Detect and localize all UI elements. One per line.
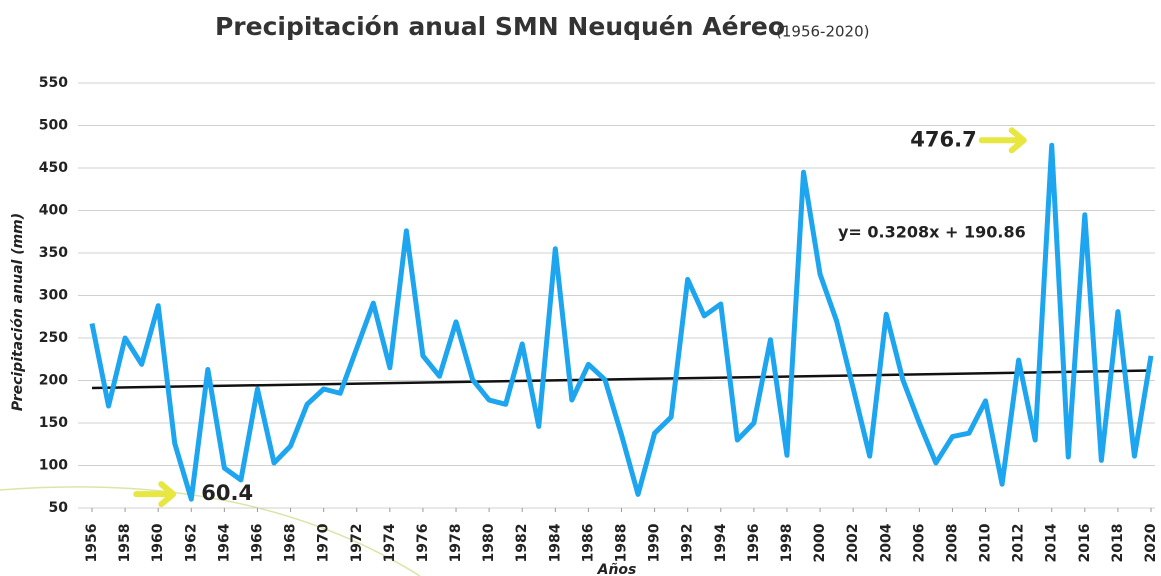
x-tick-label: 1996 <box>746 524 762 563</box>
x-tick-label: 2008 <box>944 524 960 563</box>
x-tick-label: 2000 <box>812 523 828 562</box>
y-tick-label: 50 <box>49 500 69 516</box>
x-tick-label: 1964 <box>216 523 232 562</box>
y-axis-label: Precipitación anual (mm) <box>10 213 26 411</box>
arrow <box>978 127 1027 154</box>
data-line <box>89 142 1154 502</box>
x-tick-label: 1970 <box>316 523 332 562</box>
trendline-label: y= 0.3208x + 190.86 <box>838 223 1026 242</box>
y-tick-label: 250 <box>39 330 68 346</box>
x-tick-label: 1966 <box>249 524 265 563</box>
x-tick-label: 1960 <box>150 523 166 562</box>
x-tick-label: 2004 <box>878 523 894 562</box>
y-tick-label: 200 <box>39 373 68 389</box>
x-tick-label: 2018 <box>1110 524 1126 563</box>
x-tick-label: 2016 <box>1077 524 1093 563</box>
x-tick-label: 1968 <box>283 524 299 563</box>
x-tick-label: 1992 <box>680 524 696 563</box>
arrow <box>133 481 177 508</box>
x-tick-label: 1956 <box>84 524 100 563</box>
y-tick-label: 450 <box>39 160 68 176</box>
x-tick-label: 2002 <box>845 524 861 563</box>
y-tick-label: 350 <box>39 245 68 261</box>
x-tick-label: 1984 <box>547 523 563 562</box>
chart-subtitle: (1956-2020) <box>776 23 869 41</box>
y-tick-label: 500 <box>39 118 68 134</box>
x-tick-label: 1988 <box>614 524 630 563</box>
x-tick-label: 1990 <box>647 523 663 562</box>
x-tick-label: 1998 <box>779 524 795 563</box>
annotation: 476.7 <box>910 127 976 151</box>
y-tick-label: 300 <box>39 288 68 304</box>
x-tick-label: 1982 <box>514 524 530 563</box>
chart-title: Precipitación anual SMN Neuquén Aéreo <box>215 12 785 41</box>
x-tick-label: 1976 <box>415 524 431 563</box>
y-tick-label: 400 <box>39 203 68 219</box>
x-axis-label: Años <box>597 562 637 576</box>
x-tick-label: 1972 <box>349 524 365 563</box>
y-tick-label: 550 <box>39 75 68 91</box>
x-tick-label: 1958 <box>117 524 133 563</box>
x-tick-label: 1962 <box>183 524 199 563</box>
x-tick-label: 1980 <box>481 523 497 562</box>
annotation: 60.4 <box>201 481 253 505</box>
x-tick-label: 1974 <box>382 523 398 562</box>
x-tick-label: 1978 <box>448 524 464 563</box>
y-tick-label: 100 <box>39 458 68 474</box>
y-tick-label: 150 <box>39 415 68 431</box>
x-tick-label: 2006 <box>911 524 927 563</box>
x-tick-label: 1994 <box>713 523 729 562</box>
decoration <box>0 486 421 576</box>
x-tick-label: 2010 <box>978 523 994 562</box>
x-tick-label: 2012 <box>1011 524 1027 563</box>
trendline <box>91 369 1152 390</box>
x-tick-label: 1986 <box>580 524 596 563</box>
x-tick-label: 2014 <box>1044 523 1060 562</box>
x-tick-label: 2020 <box>1143 523 1159 562</box>
